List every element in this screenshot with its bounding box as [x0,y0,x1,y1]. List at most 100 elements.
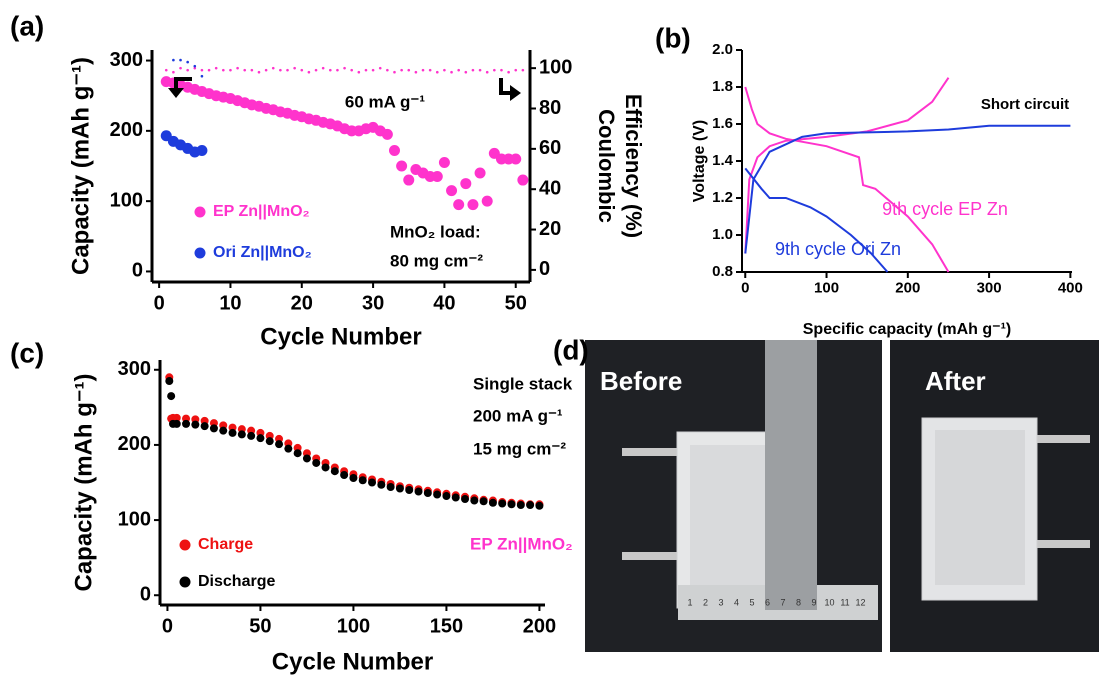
ruler-label: 2 [703,597,708,607]
efficiency-point [485,70,489,74]
efficiency-point [200,68,204,72]
efficiency-point [293,66,296,70]
x-tick-label: 100 [814,279,839,296]
data-point [247,431,256,440]
y-tick-label: 200 [118,433,151,455]
legend-marker [194,206,206,218]
y-axis-label: Capacity (mAh g⁻¹) [67,57,94,275]
y-tick-label: 2.0 [712,41,733,58]
series-label: 9th cycle Ori Zn [775,239,901,259]
legend-marker [179,539,191,551]
y2-tick-label: 60 [539,137,561,159]
axis-arrow [499,78,512,95]
efficiency-point [271,66,275,70]
efficiency-point [343,66,346,70]
efficiency-point [264,68,268,72]
ruler-label: 1 [687,597,692,607]
annotation: EP Zn||MnO₂ [470,534,573,553]
efficiency-point [172,58,175,62]
photo-title: After [925,366,986,396]
y2-tick-label: 100 [539,56,572,78]
efficiency-point [507,70,510,74]
data-point [498,499,507,508]
efficiency-point [414,70,418,74]
data-point [467,199,479,211]
efficiency-point [186,68,189,72]
efficiency-point [393,70,396,74]
data-point [517,174,529,186]
y2-tick-label: 80 [539,97,561,119]
annotation: 60 mA g⁻¹ [345,92,425,111]
efficiency-point [279,68,282,72]
efficiency-point [371,68,375,72]
ruler-labels: 1 2 3 4 5 6 7 8 9 10 11 12 [687,597,865,607]
ruler-label: 6 [765,597,770,607]
data-point [265,437,274,446]
data-point [423,489,432,498]
data-point [377,480,386,489]
data-point [396,160,408,172]
data-line [744,124,1071,254]
efficiency-point [421,68,425,72]
data-point [460,178,472,190]
data-point [510,153,522,165]
data-point [474,167,486,179]
data-point [381,128,393,140]
efficiency-point [457,68,460,72]
data-point [340,470,349,479]
axis-arrow [168,88,184,98]
y-tick-label: 300 [118,358,151,380]
data-point [368,478,377,487]
data-point [526,501,535,510]
data-point [275,440,284,449]
data-point [403,174,415,186]
data-line [744,77,950,254]
data-point [516,501,525,510]
data-point [293,449,302,458]
efficiency-point [350,68,353,72]
y-tick-label: 300 [110,49,143,71]
legend-label: EP Zn||MnO₂ [213,203,310,220]
data-point [388,145,400,157]
data-point [330,467,339,476]
data-point [481,195,493,207]
ruler-label: 10 [824,597,834,607]
efficiency-point [329,68,332,72]
legend-label: Charge [198,536,253,553]
efficiency-point [193,64,197,68]
data-point [191,420,200,429]
efficiency-point [500,68,503,72]
data-point [200,422,209,431]
efficiency-point [229,68,232,72]
x-axis-label: Cycle Number [272,648,433,675]
x-tick-label: 50 [249,615,271,637]
x-tick-label: 50 [505,292,527,314]
y-tick-label: 0 [140,584,151,606]
efficiency-point [172,70,175,74]
axis-arrow [510,85,521,101]
x-tick-label: 10 [219,292,241,314]
y-tick-label: 1.4 [712,152,734,169]
efficiency-point [222,68,225,72]
legend-label: Ori Zn||MnO₂ [213,244,312,261]
data-point [182,419,191,428]
y2-tick-label: 40 [539,177,561,199]
data-point [405,486,414,495]
data-point [302,454,311,463]
efficiency-point [407,68,411,72]
efficiency-point [357,70,361,74]
x-axis-label: Cycle Number [260,323,421,350]
data-point [209,424,218,433]
data-point [165,377,174,386]
x-tick-label: 200 [895,279,920,296]
data-point [172,419,181,428]
efficiency-point [493,68,496,72]
efficiency-point [378,66,382,70]
data-point [358,476,367,485]
efficiency-point [186,60,189,64]
y2-axis-label: Efficiency (%) [621,94,646,238]
y2-tick-label: 0 [539,258,550,280]
panel-label: (a) [10,10,44,41]
y-tick-label: 100 [110,189,143,211]
